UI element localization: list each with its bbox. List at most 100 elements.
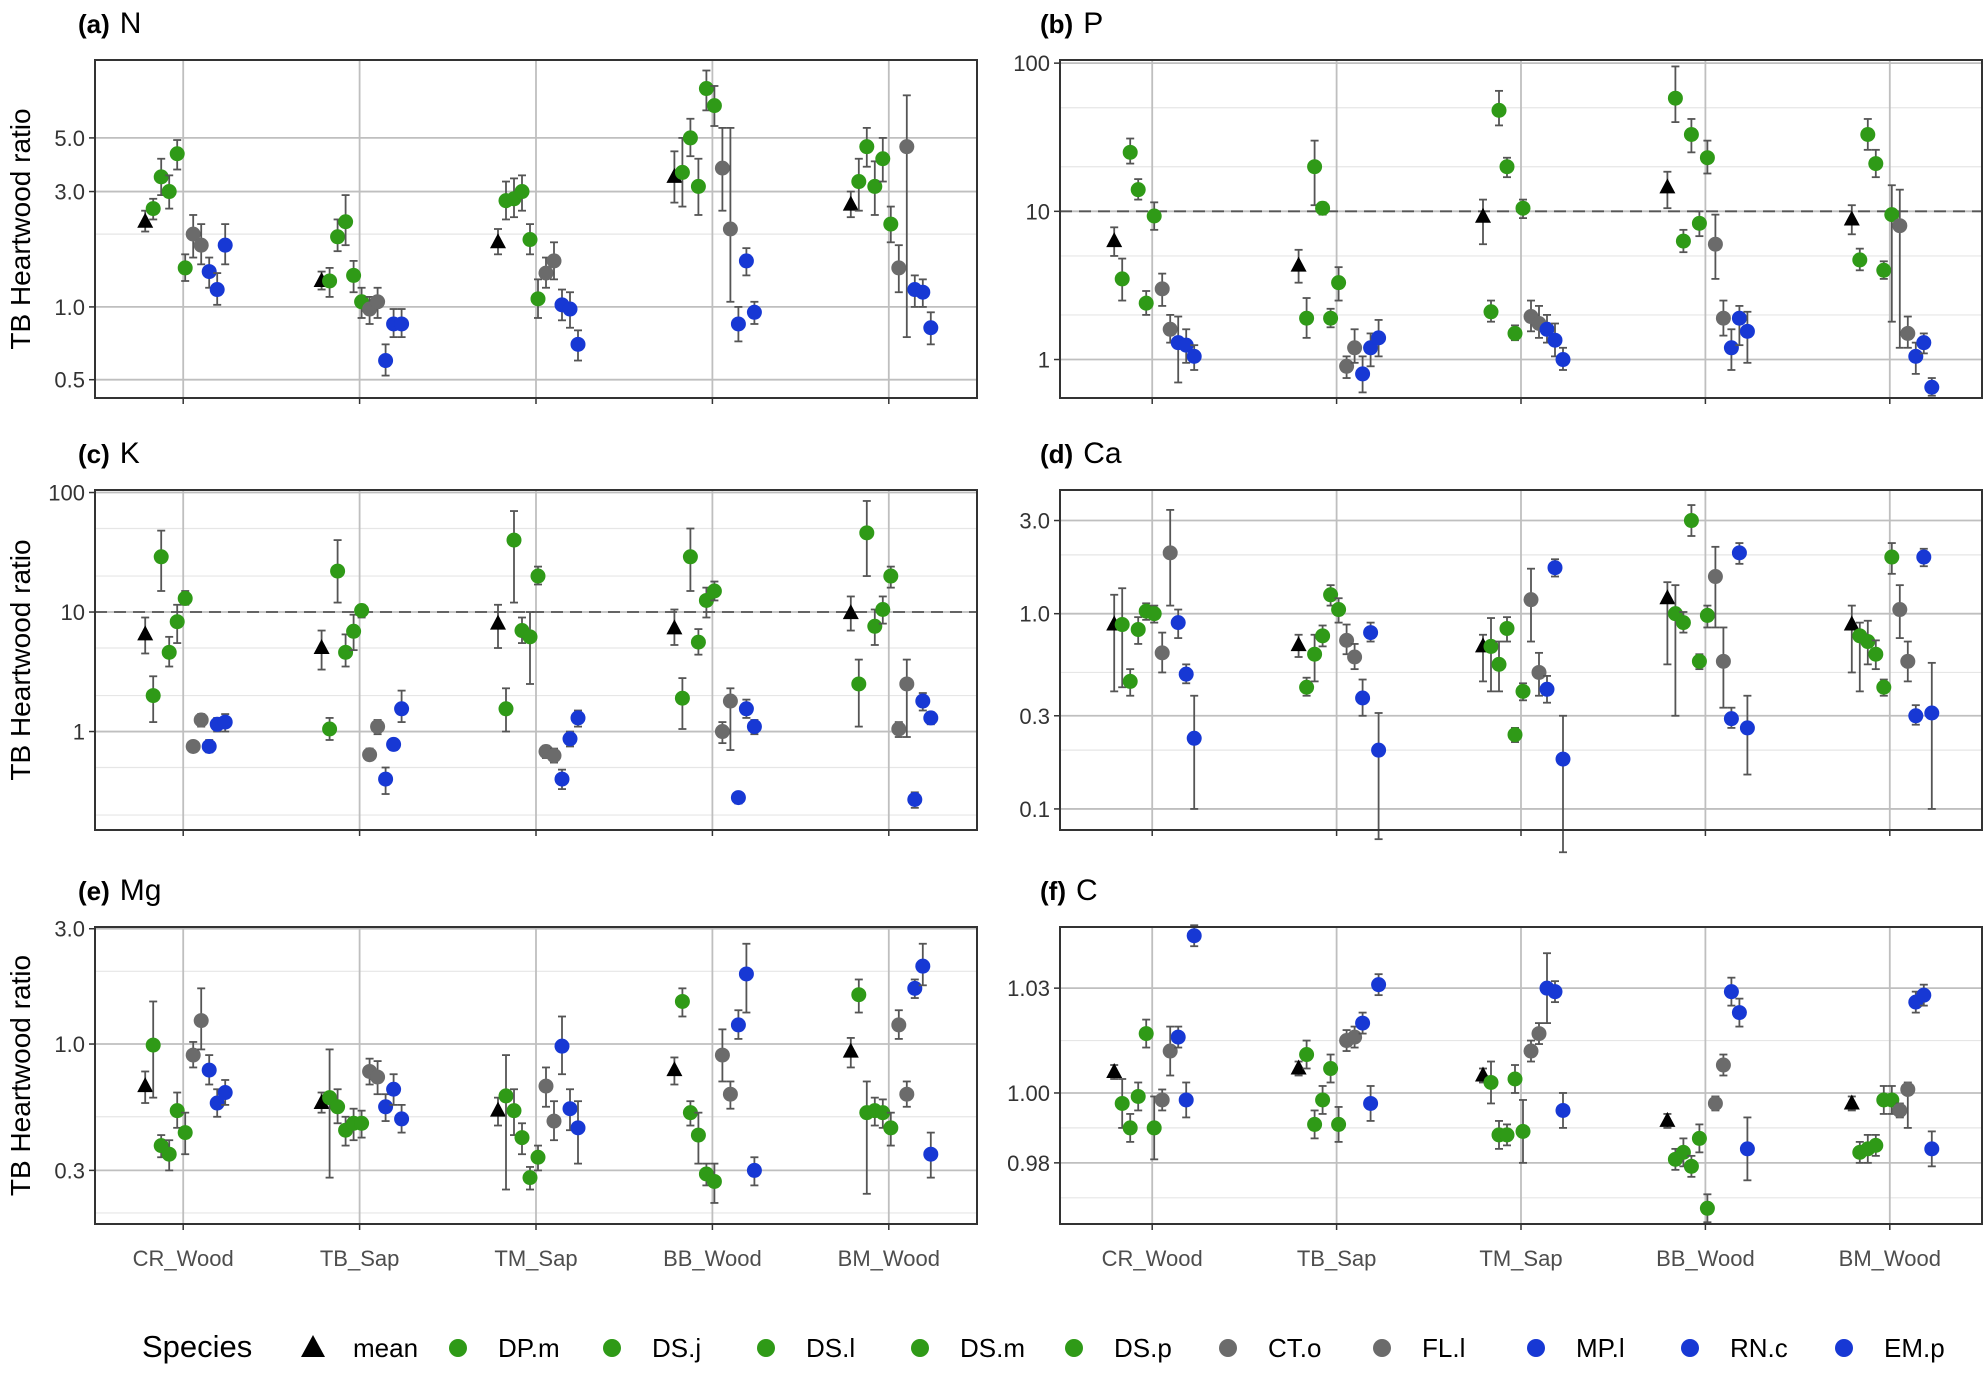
- point-ct-o: [1339, 632, 1355, 648]
- data-points: [137, 69, 939, 377]
- legend-label: DS.j: [652, 1333, 701, 1363]
- point-ds-l: [1868, 646, 1884, 662]
- panel-title: (b) P: [1040, 7, 1103, 40]
- point-em-p: [1371, 977, 1387, 993]
- point-ds-m: [1138, 295, 1154, 311]
- point-mean: [666, 619, 683, 635]
- y-tick-label: 0.3: [54, 1158, 85, 1183]
- panel-c: 0.98 1.00 1.03 (f) C CR_Wood TB_Sap TM_Sap BB_Wo…: [1007, 874, 1983, 1271]
- point-ds-m: [698, 81, 714, 97]
- point-ct-o: [538, 265, 554, 281]
- point-mp-l: [1908, 348, 1924, 364]
- point-em-p: [1186, 928, 1202, 944]
- point-ds-m: [346, 623, 362, 639]
- point-ds-p: [1331, 602, 1347, 618]
- legend-marker: [1065, 1339, 1083, 1357]
- point-rn-c: [1547, 560, 1563, 576]
- y-tick-label: 10: [61, 600, 85, 625]
- point-mean: [842, 195, 859, 211]
- legend-item-ds-l: DS.l: [757, 1333, 855, 1363]
- point-ds-p: [177, 260, 193, 276]
- point-ds-p: [1884, 1092, 1900, 1108]
- point-mean: [1843, 615, 1860, 631]
- panel-label: (c): [78, 439, 110, 469]
- point-ds-l: [1683, 126, 1699, 142]
- point-ds-l: [1499, 1127, 1515, 1143]
- point-mp-l: [1355, 690, 1371, 706]
- point-ct-o: [714, 160, 730, 176]
- panel-title: (c) K: [78, 437, 140, 470]
- point-ds-m: [1323, 310, 1339, 326]
- point-dp-m: [1667, 90, 1683, 106]
- point-fl-l: [193, 237, 209, 253]
- point-ds-j: [682, 549, 698, 565]
- point-ds-j: [153, 549, 169, 565]
- point-rn-c: [915, 284, 931, 300]
- point-ds-p: [706, 583, 722, 599]
- point-fl-l: [546, 748, 562, 764]
- point-mp-l: [201, 738, 217, 754]
- point-rn-c: [386, 1081, 402, 1097]
- point-fl-l: [722, 221, 738, 237]
- point-ds-j: [330, 229, 346, 245]
- point-mean: [666, 167, 683, 183]
- point-ds-j: [1122, 673, 1138, 689]
- point-em-p: [1371, 330, 1387, 346]
- point-ct-o: [1154, 1092, 1170, 1108]
- point-ds-j: [859, 139, 875, 155]
- point-ds-p: [1515, 1123, 1531, 1139]
- legend-item-mean: mean: [301, 1333, 418, 1363]
- point-ct-o: [1707, 1095, 1723, 1111]
- point-ds-p: [1331, 1116, 1347, 1132]
- point-fl-l: [1715, 653, 1731, 669]
- y-tick-label: 1.0: [1019, 602, 1050, 627]
- y-tick-label: 0.98: [1007, 1151, 1050, 1176]
- point-mp-l: [201, 1062, 217, 1078]
- y-tick-label: 1.00: [1007, 1081, 1050, 1106]
- y-axis-title: TB Heartwood ratio: [5, 955, 36, 1196]
- point-rn-c: [1731, 310, 1747, 326]
- point-mp-l: [907, 980, 923, 996]
- point-em-p: [1739, 323, 1755, 339]
- point-dp-m: [498, 1088, 514, 1104]
- legend-item-mp-l: MP.l: [1527, 1333, 1625, 1363]
- point-ds-l: [514, 1130, 530, 1146]
- point-mean: [490, 233, 506, 249]
- point-ds-m: [875, 151, 891, 167]
- legend-item-dp-m: DP.m: [449, 1333, 560, 1363]
- panel-label: (f): [1040, 876, 1066, 906]
- point-em-p: [1186, 730, 1202, 746]
- y-tick-label: 1.0: [54, 295, 85, 320]
- point-fl-l: [370, 719, 386, 735]
- data-points: [1106, 504, 1940, 854]
- point-fl-l: [1715, 310, 1731, 326]
- point-em-p: [217, 237, 233, 253]
- point-ds-p: [177, 590, 193, 606]
- point-ds-l: [161, 644, 177, 660]
- point-mp-l: [1170, 1029, 1186, 1045]
- point-mp-l: [1539, 321, 1555, 337]
- point-fl-l: [722, 693, 738, 709]
- point-ds-l: [690, 634, 706, 650]
- legend-label: MP.l: [1576, 1333, 1625, 1363]
- point-ds-j: [506, 1103, 522, 1119]
- point-dp-m: [1114, 271, 1130, 287]
- point-ds-p: [354, 1115, 370, 1131]
- point-ds-l: [161, 184, 177, 200]
- point-ds-j: [859, 525, 875, 541]
- x-tick-label: BM_Wood: [838, 1246, 940, 1271]
- panel-title: (a) N: [78, 7, 141, 40]
- point-ct-o: [1892, 218, 1908, 234]
- legend-marker: [449, 1339, 467, 1357]
- point-ct-o: [1707, 236, 1723, 252]
- point-em-p: [1924, 705, 1940, 721]
- point-mp-l: [201, 264, 217, 280]
- point-ds-p: [1146, 606, 1162, 622]
- legend-item-ds-j: DS.j: [603, 1333, 701, 1363]
- legend: Species mean DP.m DS.j DS.l DS.m DS.p CT.o FL.l M…: [142, 1329, 1945, 1364]
- point-mp-l: [554, 1038, 570, 1054]
- legend-label: FL.l: [1422, 1333, 1465, 1363]
- point-ct-o: [1339, 358, 1355, 374]
- point-mean: [137, 1077, 154, 1093]
